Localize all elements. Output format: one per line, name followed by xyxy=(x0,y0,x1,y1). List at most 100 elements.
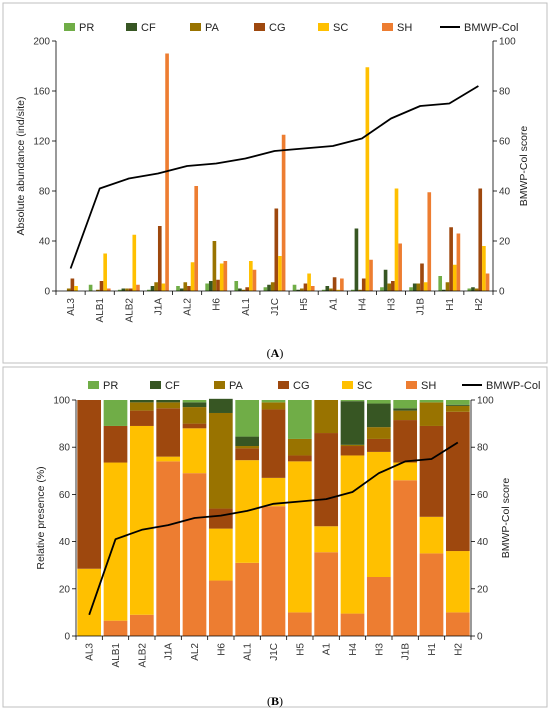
panel-a-bar-j1b-pr xyxy=(409,287,413,291)
panel-a-bar-alb2-pa xyxy=(125,288,129,291)
panel-a-bar-h6-pr xyxy=(205,283,209,291)
panel-a-bar-h1-sc xyxy=(452,264,457,291)
panel-b-legend-swatch-pa xyxy=(214,381,225,389)
panel-b-bar-h5-pa xyxy=(287,438,312,456)
panel-b-bar-j1b-pa xyxy=(393,410,418,421)
panel-a-bar-al2-sh xyxy=(194,186,199,291)
panel-b-bar-h1-sh xyxy=(419,553,444,636)
panel-b-frame xyxy=(2,366,548,708)
panel-b-bar-h5-sh xyxy=(287,612,312,636)
panel-a-bar-h3-sh xyxy=(398,243,402,291)
panel-a-bar-h6-cg xyxy=(216,279,220,291)
panel-b-bmwp-col-line xyxy=(88,441,459,616)
panel-a-bar-h2-pa xyxy=(474,288,479,291)
panel-a-bar-a1-pr xyxy=(321,289,326,291)
panel-b-legend-swatch-sc xyxy=(342,381,353,389)
panel-b-bar-al1-pr xyxy=(235,400,260,437)
panel-a-y-tick-label: 0 xyxy=(44,287,50,298)
panel-a-bar-alb1-sh xyxy=(106,288,111,291)
panel-b-bar-h3-sc xyxy=(366,451,391,577)
panel-a-bar-alb2-cg xyxy=(128,288,133,291)
panel-a-bar-al1-pr xyxy=(234,281,239,291)
panel-a-bar-h1-pr xyxy=(438,276,443,291)
panel-b-bar-al2-cf xyxy=(182,402,207,408)
panel-b-bar-a1-sh xyxy=(314,552,339,636)
panel-b-bar-alb2-pa xyxy=(129,402,154,411)
panel-a-bar-alb1-cg xyxy=(99,281,104,291)
panel-a-bar-alb2-sh xyxy=(136,284,140,291)
panel-a-bar-h6-sc xyxy=(219,263,224,291)
panel-a-y-tick-label: 120 xyxy=(33,137,50,148)
panel-a-bar-alb1-sc xyxy=(103,253,107,291)
panel-b-bar-h4-pr xyxy=(340,400,365,402)
panel-b-bar-alb2-cg xyxy=(129,410,154,426)
panel-a-bar-alb2-sc xyxy=(132,234,137,291)
panel-b-bar-h4-cg xyxy=(340,446,365,456)
panel-a-x-tick-label-j1a: J1A xyxy=(153,298,164,316)
panel-a-bar-h5-cf xyxy=(296,289,300,291)
panel-b-bar-h3-pa xyxy=(366,427,391,439)
panel-b-bar-al2-pa xyxy=(182,407,207,424)
panel-b-bar-j1c-sc xyxy=(261,477,286,507)
panel-a-bar-al2-pr xyxy=(176,286,180,291)
panel-b-bar-h4-sc xyxy=(340,455,365,614)
panel-b-bar-h5-cg xyxy=(287,455,312,462)
panel-b-y-tick-label: 20 xyxy=(59,584,71,595)
panel-b-x-tick-label-h6: H6 xyxy=(216,643,227,656)
panel-b-bar-alb2-cf xyxy=(129,400,154,403)
panel-a-bar-h4-sh xyxy=(369,259,373,291)
panel-a-bar-j1c-sc xyxy=(278,256,282,291)
panel-b-bar-h2-sh xyxy=(445,612,470,636)
panel-b-bar-h6-sc xyxy=(208,528,233,581)
panel-a-legend-swatch-sc xyxy=(318,23,329,31)
panel-a-bar-h4-cg xyxy=(361,278,366,291)
panel-b-y-tick-label: 100 xyxy=(53,396,70,407)
panel-a-y-tick-label: 160 xyxy=(33,87,50,98)
panel-b-y-axis-title: Relative presence (%) xyxy=(35,466,47,569)
panel-a-x-tick-label-h3: H3 xyxy=(387,298,398,311)
panel-b-bar-h1-pa xyxy=(419,402,444,426)
panel-a-legend-swatch-cf xyxy=(126,23,137,31)
panel-b-x-tick-label-al1: AL1 xyxy=(243,643,254,661)
panel-b-x-tick-label-j1b: J1B xyxy=(401,643,412,661)
panel-a-x-tick-label-a1: A1 xyxy=(328,298,339,311)
panel-b-bar-h6-cf xyxy=(208,398,233,413)
panel-a-bar-h5-sh xyxy=(310,286,315,291)
panel-b-bar-h6-pa xyxy=(208,412,233,509)
panel-a-legend-label-cf: CF xyxy=(141,22,156,34)
panel-b-bar-j1b-sc xyxy=(393,462,418,481)
panel-b-y2-tick-label: 100 xyxy=(477,396,494,407)
panel-b-legend-label-sh: SH xyxy=(421,380,436,392)
panel-a-bar-j1a-cg xyxy=(157,226,162,291)
panel-a-bar-j1c-sh xyxy=(281,134,286,291)
panel-a-legend-swatch-sh xyxy=(382,23,393,31)
panel-a-bar-al2-pa xyxy=(183,282,188,291)
panel-a-bar-j1a-pa xyxy=(154,282,158,291)
panel-b-bar-a1-sc xyxy=(314,526,339,553)
panel-b-y2-axis-title: BMWP-Col score xyxy=(500,478,512,559)
panel-b-bar-h5-sc xyxy=(287,461,312,613)
panel-a-bar-h1-sh xyxy=(456,233,461,291)
panel-a-bar-al1-cf xyxy=(238,288,242,291)
panel-b-bar-j1c-cg xyxy=(261,409,286,478)
panel-b-bar-h1-cg xyxy=(419,425,444,517)
panel-a-bar-h3-cg xyxy=(391,281,395,291)
panel-a-bar-al3-pa xyxy=(66,288,71,291)
panel-b-x-tick-label-j1c: J1C xyxy=(269,643,280,661)
panel-b-bar-al2-pr xyxy=(182,400,207,403)
panel-a-legend-label-bmwp-col: BMWP-Col xyxy=(464,22,518,34)
panel-a-bar-alb1-pr xyxy=(88,284,93,291)
panel-a-x-tick-label-h6: H6 xyxy=(212,298,223,311)
panel-b-x-tick-label-al2: AL2 xyxy=(190,643,201,661)
panel-a-bar-al2-cf xyxy=(179,288,184,291)
panel-a-bar-h4-cf xyxy=(354,228,359,291)
panel-a-bar-a1-cg xyxy=(332,277,337,291)
panel-a-bar-alb2-cf xyxy=(121,288,126,291)
panel-b-bar-alb1-sh xyxy=(103,620,128,636)
panel-a-bar-al3-cg xyxy=(70,278,75,291)
panel-a-y2-tick-label: 0 xyxy=(499,287,505,298)
panel-b-x-tick-label-al3: AL3 xyxy=(85,643,96,661)
panel-b-legend-label-cg: CG xyxy=(293,380,310,392)
panel-a-y2-tick-label: 60 xyxy=(499,137,511,148)
